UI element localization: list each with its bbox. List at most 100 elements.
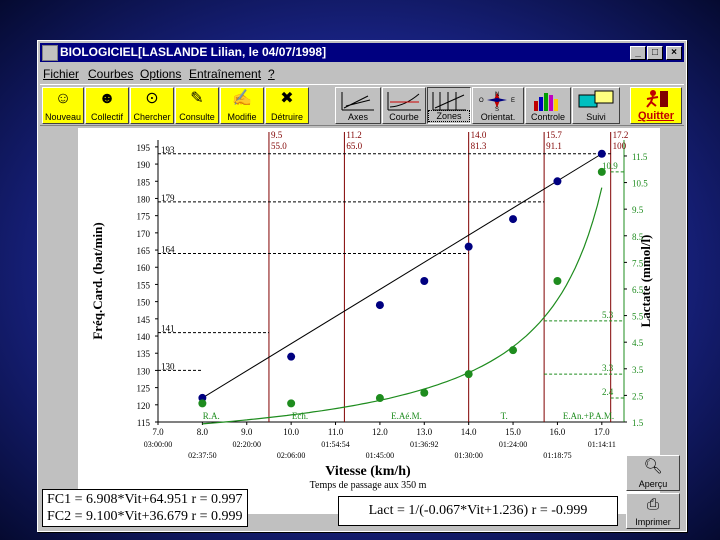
courbe-label: Courbe [389, 112, 419, 122]
quitter-button[interactable]: Quitter [630, 87, 682, 124]
zone-name-label: E.Aé.M. [391, 411, 422, 421]
hr-data-point [420, 277, 429, 285]
hr-regression-box: FC1 = 6.908*Vit+64.951 r = 0.997 FC2 = 9… [42, 489, 248, 527]
apercu-label: Aperçu [638, 479, 668, 489]
y-tick-label: 135 [137, 349, 151, 359]
magnifier-icon: 🔍︎ [643, 458, 663, 475]
x-tick-label: 14.0 [461, 427, 477, 437]
imprimer-label: Imprimer [635, 517, 671, 527]
hr-data-point [287, 352, 296, 361]
suivi-button[interactable]: Suivi [572, 87, 620, 124]
zone-hr-label: 100 [613, 141, 627, 151]
y-tick-label: 175 [137, 212, 151, 222]
lactate-data-point [597, 167, 606, 176]
nouveau-label: Nouveau [44, 112, 82, 122]
imprimer-button[interactable]: ⎙ Imprimer [626, 493, 680, 529]
x-tick-label: 16.0 [550, 427, 566, 437]
y-tick-label: 125 [137, 384, 151, 394]
y2-tick-label: 1.5 [632, 418, 644, 428]
menu-fichier[interactable]: Fichier [43, 67, 80, 81]
courbe-button[interactable]: Courbe [382, 87, 426, 124]
zone-name-label: T. [501, 411, 508, 421]
y2-tick-label: 2.5 [632, 391, 644, 401]
new-person-icon: ☺ [54, 90, 72, 107]
binoculars-icon: ⊙ [145, 90, 159, 107]
y2-tick-label: 5.5 [632, 312, 644, 322]
lactate-data-point [420, 388, 429, 397]
y-axis-title: Fréq.Card. (bat/min) [90, 222, 105, 339]
window-title: BIOLOGICIEL[LASLANDE Lilian, le 04/07/19… [60, 45, 327, 59]
zone-name-label: Ech. [292, 411, 308, 421]
time-label-lower: 01:30:00 [454, 451, 482, 460]
y-tick-label: 160 [137, 263, 151, 273]
lact-threshold-label: 5.3 [602, 310, 614, 320]
orientat-label: Orientat. [480, 112, 516, 122]
modifie-label: Modifie [227, 112, 257, 122]
axes-button[interactable]: Axes [335, 87, 381, 124]
hr-data-point [597, 149, 606, 158]
menu-entrainement[interactable]: Entraînement [189, 67, 262, 81]
compass-s: S [495, 107, 499, 112]
zones-button[interactable]: Zones [427, 87, 471, 124]
time-label-upper: 01:24:00 [499, 440, 527, 449]
orientat-button[interactable]: N O E S Orientat. [472, 87, 524, 124]
detruire-label: Détruire [270, 112, 303, 122]
x-tick-label: 8.0 [197, 427, 209, 437]
zone-speed-label: 14.0 [471, 130, 487, 140]
x-tick-label: 13.0 [416, 427, 432, 437]
close-button[interactable]: × [666, 46, 682, 60]
hr-regression-line [202, 153, 603, 399]
maximize-button[interactable]: □ [647, 46, 663, 60]
collectif-button[interactable]: ☻ Collectif [85, 87, 129, 124]
running-man-icon [646, 90, 668, 108]
chart-area: 115 120 125 130 135 140 145 150 155 160 165 170 175 1… [78, 128, 660, 514]
menu-options[interactable]: Options [140, 67, 182, 81]
lactate-data-point [464, 370, 473, 379]
time-label-lower: 02:37:50 [188, 451, 216, 460]
y-tick-label: 195 [137, 143, 151, 153]
y-tick-label: 115 [137, 418, 151, 428]
group-icon: ☻ [98, 90, 116, 107]
zone-speed-label: 17.2 [613, 130, 629, 140]
y2-tick-label: 7.5 [632, 258, 644, 268]
lactate-data-point [198, 399, 207, 408]
compass-e: E [511, 98, 515, 104]
zones-icon [432, 92, 466, 111]
hr-data-point [509, 215, 518, 224]
time-label-upper: 01:54:54 [321, 440, 349, 449]
y2-axis-title: Lactate (mmol/l) [638, 235, 653, 328]
minimize-button[interactable]: _ [630, 46, 646, 60]
menu-help[interactable]: ? [268, 67, 275, 81]
chercher-button[interactable]: ⊙ Chercher [130, 87, 174, 124]
lactate-data-point [287, 399, 296, 408]
y2-tick-label: 9.5 [632, 205, 644, 215]
time-label-upper: 02:20:00 [233, 440, 261, 449]
y2-tick-label: 8.5 [632, 232, 644, 242]
hr-data-point [464, 242, 473, 251]
time-label-lower: 01:18:75 [543, 451, 571, 460]
controle-label: Controle [530, 112, 566, 122]
x-tick-label: 12.0 [372, 427, 388, 437]
modify-icon: ✍ [232, 90, 252, 107]
app-window: BIOLOGICIEL[LASLANDE Lilian, le 04/07/19… [37, 40, 687, 532]
monitor-icon [578, 90, 614, 108]
y-tick-label: 130 [137, 366, 151, 376]
toolbar: ☺ Nouveau ☻ Collectif ⊙ Chercher ✎ Consu… [40, 84, 684, 126]
apercu-button[interactable]: 🔍︎ Aperçu [626, 455, 680, 491]
y-tick-label: 165 [137, 246, 151, 256]
consult-icon: ✎ [190, 90, 204, 107]
zone-hr-label: 65.0 [346, 141, 362, 151]
nouveau-button[interactable]: ☺ Nouveau [42, 87, 84, 124]
zone-hr-label: 91.1 [546, 141, 562, 151]
y-tick-label: 185 [137, 177, 151, 187]
consulte-button[interactable]: ✎ Consulte [175, 87, 219, 124]
lactate-data-point [375, 394, 384, 403]
zone-name-label: R.A. [203, 411, 220, 421]
y2-tick-label: 6.5 [632, 285, 644, 295]
modifie-button[interactable]: ✍ Modifie [220, 87, 264, 124]
lact-threshold-label: 10.9 [602, 161, 618, 171]
menu-courbes[interactable]: Courbes [88, 67, 134, 81]
x-tick-label: 7.0 [152, 427, 164, 437]
controle-button[interactable]: Controle [525, 87, 571, 124]
detruire-button[interactable]: ✖ Détruire [265, 87, 309, 124]
